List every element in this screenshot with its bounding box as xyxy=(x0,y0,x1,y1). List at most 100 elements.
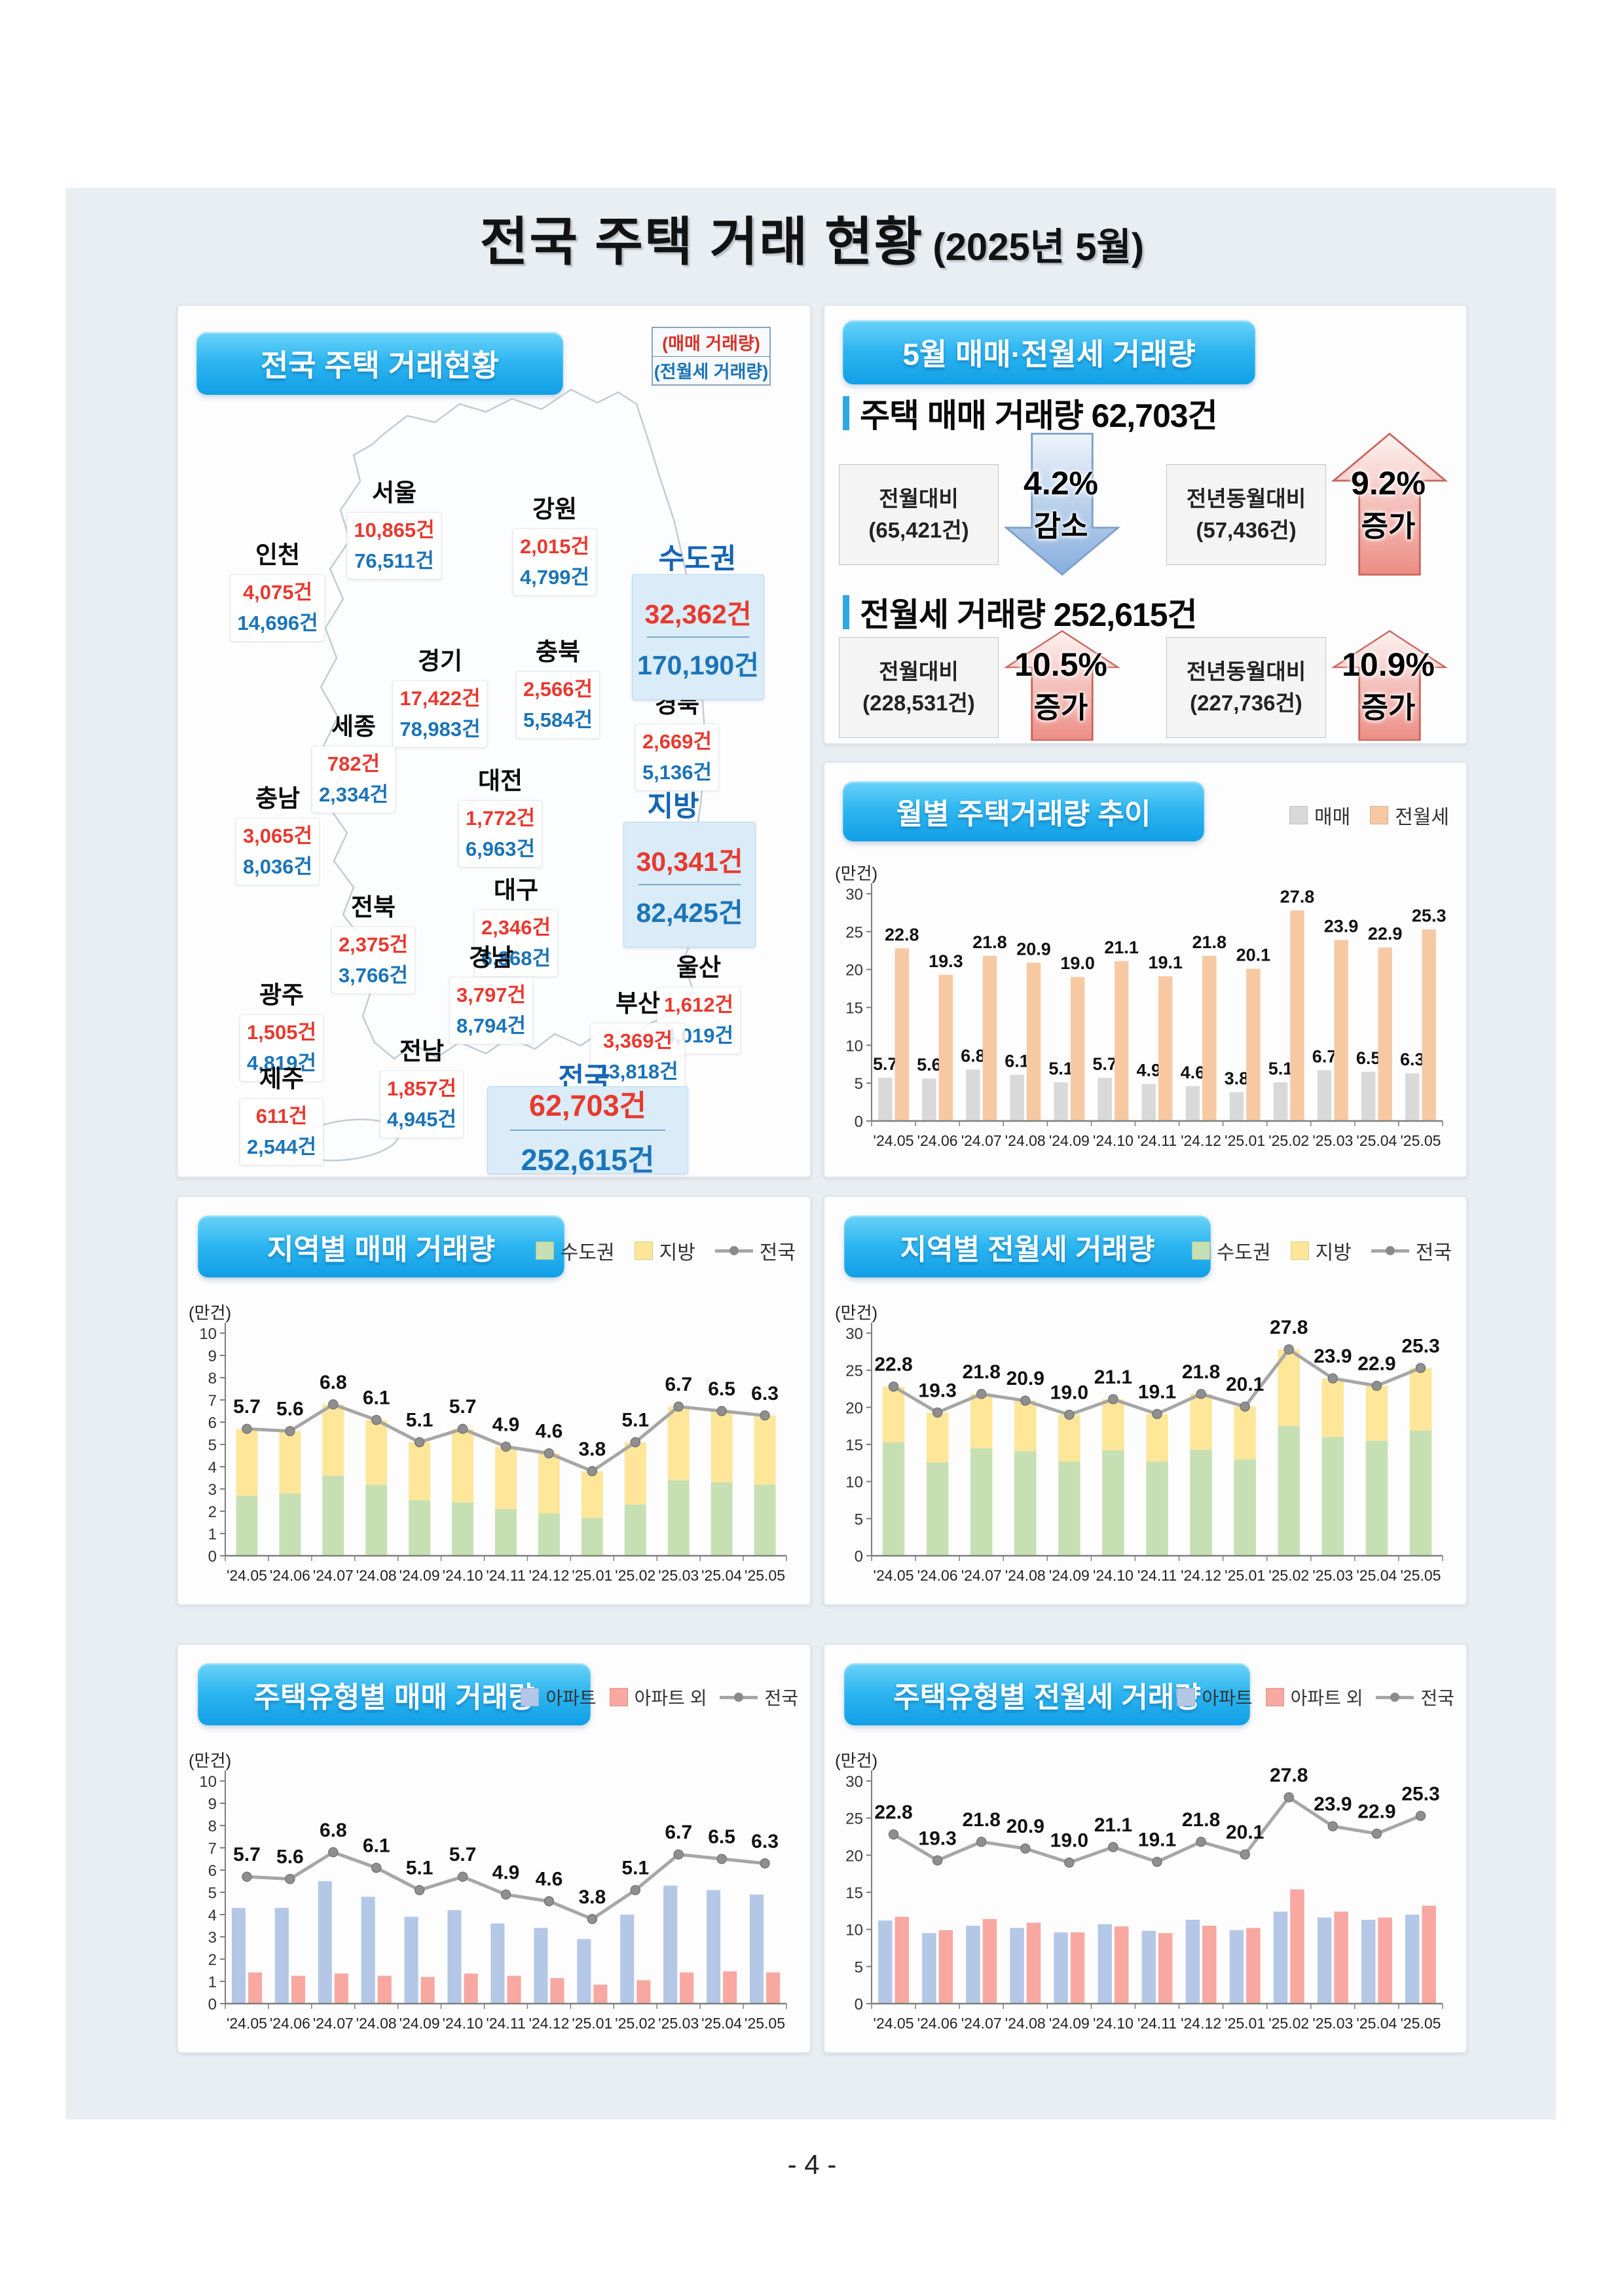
page-number: - 4 - xyxy=(787,2149,837,2180)
svg-text:'24.11: '24.11 xyxy=(1137,2015,1177,2032)
svg-text:23.9: 23.9 xyxy=(1324,917,1359,936)
comparison-unit: 전월대비 (228,531건) 10.5% 증가 xyxy=(839,629,1139,742)
svg-text:'24.06: '24.06 xyxy=(917,1567,958,1584)
region-sale-count: 10,865건 xyxy=(354,519,435,542)
svg-text:'25.01: '25.01 xyxy=(1225,1567,1265,1584)
svg-text:'24.10: '24.10 xyxy=(443,1567,483,1584)
decrease-arrow-icon xyxy=(1003,431,1121,580)
legend-item-지방: 지방 xyxy=(1290,1236,1352,1265)
svg-text:4.9: 4.9 xyxy=(1136,1060,1161,1080)
map-legend-box: (매매 거래량) (전월세 거래량) xyxy=(652,327,771,386)
svg-text:'24.06: '24.06 xyxy=(917,1132,958,1149)
region-name: 강원 xyxy=(532,496,578,523)
svg-text:'24.06: '24.06 xyxy=(917,2015,958,2032)
comparison-change-text: 4.2% 감소 xyxy=(999,431,1123,577)
monthly-trend-header: 월별 주택거래량 추이 xyxy=(843,781,1204,841)
svg-text:30: 30 xyxy=(845,886,863,904)
region-values: 782건 2,334건 xyxy=(311,746,396,813)
svg-text:19.3: 19.3 xyxy=(918,1827,956,1849)
map-total-label-지방: 지방 xyxy=(647,791,699,822)
svg-text:10: 10 xyxy=(845,1037,863,1055)
svg-text:20.9: 20.9 xyxy=(1006,1816,1044,1837)
legend-label: 지방 xyxy=(659,1242,695,1264)
svg-text:'24.07: '24.07 xyxy=(313,1567,354,1584)
svg-text:'24.09: '24.09 xyxy=(1049,1567,1090,1584)
svg-text:25: 25 xyxy=(845,924,863,942)
svg-text:30: 30 xyxy=(845,1325,863,1343)
map-total-sale: 32,362건 xyxy=(644,599,752,629)
svg-text:'25.02: '25.02 xyxy=(1268,1132,1309,1149)
region-sale-count: 2,375건 xyxy=(338,933,409,956)
map-region-인천: 인천 4,075건 14,696건 xyxy=(230,535,325,642)
svg-text:'24.06: '24.06 xyxy=(270,2015,310,2032)
svg-text:'24.10: '24.10 xyxy=(1093,1132,1134,1149)
svg-text:20.9: 20.9 xyxy=(1016,939,1051,959)
increase-arrow-icon xyxy=(1003,629,1121,745)
type-sale-panel: 주택유형별 매매 거래량 아파트 아파트 외 전국 (만건) 0 1 2 3 4 5 6 7 8 9 10… xyxy=(177,1643,811,2053)
svg-text:9: 9 xyxy=(208,1348,217,1365)
svg-text:15: 15 xyxy=(845,1437,863,1454)
region-rent-count: 2,544건 xyxy=(246,1135,317,1158)
svg-text:'24.10: '24.10 xyxy=(443,2015,483,2032)
svg-text:(만건): (만건) xyxy=(835,1303,877,1323)
map-total-box-수도권: 32,362건 170,190건 xyxy=(632,574,764,700)
svg-text:21.8: 21.8 xyxy=(962,1809,1000,1831)
region-name: 충남 xyxy=(255,785,301,812)
svg-text:25: 25 xyxy=(845,1810,863,1828)
svg-text:19.3: 19.3 xyxy=(929,951,963,971)
region-values: 2,375건 3,766건 xyxy=(331,927,416,994)
map-total-box-지방: 30,341건 82,425건 xyxy=(623,822,756,947)
svg-text:19.0: 19.0 xyxy=(1050,1830,1088,1852)
svg-text:5.1: 5.1 xyxy=(1048,1059,1073,1078)
svg-text:'24.11: '24.11 xyxy=(486,2015,525,2032)
region-rent-count: 2,334건 xyxy=(318,782,389,806)
region-values: 2,015건 4,799건 xyxy=(512,528,597,596)
svg-text:5: 5 xyxy=(208,1884,217,1902)
page-title-main: 전국 주택 거래 현황 xyxy=(479,213,924,271)
region-sale-count: 2,015건 xyxy=(519,535,590,558)
svg-text:5.1: 5.1 xyxy=(621,1410,649,1431)
map-legend-sale: (매매 거래량) xyxy=(662,333,760,354)
svg-text:'25.02: '25.02 xyxy=(1268,1567,1309,1584)
comparison-base-box: 전년동월대비 (227,736건) xyxy=(1166,637,1326,738)
svg-text:22.8: 22.8 xyxy=(874,1802,912,1824)
region-values: 17,422건 78,983건 xyxy=(392,680,488,748)
svg-text:'24.05: '24.05 xyxy=(227,1567,267,1584)
monthly-trend-legend: 매매 전월세 xyxy=(1289,801,1449,830)
may-summary-header-label: 5월 매매·전월세 거래량 xyxy=(902,337,1196,371)
svg-text:'24.08: '24.08 xyxy=(356,2015,397,2032)
legend-item-아파트: 아파트 xyxy=(1177,1684,1253,1710)
svg-text:'24.12: '24.12 xyxy=(1181,1567,1221,1584)
summary-section-title: 주택 매매 거래량 62,703건 xyxy=(843,390,1218,437)
comparison-base-box: 전년동월대비 (57,436건) xyxy=(1166,464,1326,565)
svg-text:21.8: 21.8 xyxy=(1192,932,1227,952)
increase-arrow-icon xyxy=(1331,431,1449,580)
increase-arrow-icon xyxy=(1331,629,1449,745)
svg-text:5.1: 5.1 xyxy=(406,1858,434,1879)
svg-text:'24.12: '24.12 xyxy=(528,1567,569,1584)
svg-text:'25.03: '25.03 xyxy=(1312,1132,1353,1149)
bar-series-swatch-icon xyxy=(609,1688,628,1706)
svg-text:'24.12: '24.12 xyxy=(1181,2015,1221,2032)
svg-text:0: 0 xyxy=(208,1548,217,1566)
svg-text:'25.01: '25.01 xyxy=(1225,1132,1265,1149)
legend-item-전국: 전국 xyxy=(714,1236,796,1265)
svg-text:10: 10 xyxy=(845,1922,863,1939)
map-region-서울: 서울 10,865건 76,511건 xyxy=(346,473,442,579)
svg-text:25: 25 xyxy=(845,1363,863,1380)
svg-text:19.0: 19.0 xyxy=(1050,1382,1088,1404)
svg-text:4.9: 4.9 xyxy=(492,1414,520,1435)
svg-text:'24.11: '24.11 xyxy=(1137,1567,1177,1584)
svg-text:21.1: 21.1 xyxy=(1104,938,1139,957)
svg-text:'24.07: '24.07 xyxy=(961,1132,1002,1149)
svg-text:6.8: 6.8 xyxy=(320,1372,347,1393)
svg-text:8: 8 xyxy=(208,1370,217,1387)
may-summary-panel: 5월 매매·전월세 거래량 주택 매매 거래량 62,703건 전월대비 (65,4… xyxy=(823,304,1467,744)
svg-text:2: 2 xyxy=(208,1951,217,1969)
svg-text:6.7: 6.7 xyxy=(665,1822,692,1843)
svg-text:'24.11: '24.11 xyxy=(486,1567,525,1584)
svg-text:'25.03: '25.03 xyxy=(658,1567,699,1584)
map-total-sale: 62,703건 xyxy=(528,1089,647,1122)
region-sale-header-label: 지역별 매매 거래량 xyxy=(267,1233,496,1266)
svg-text:6.3: 6.3 xyxy=(751,1383,779,1405)
